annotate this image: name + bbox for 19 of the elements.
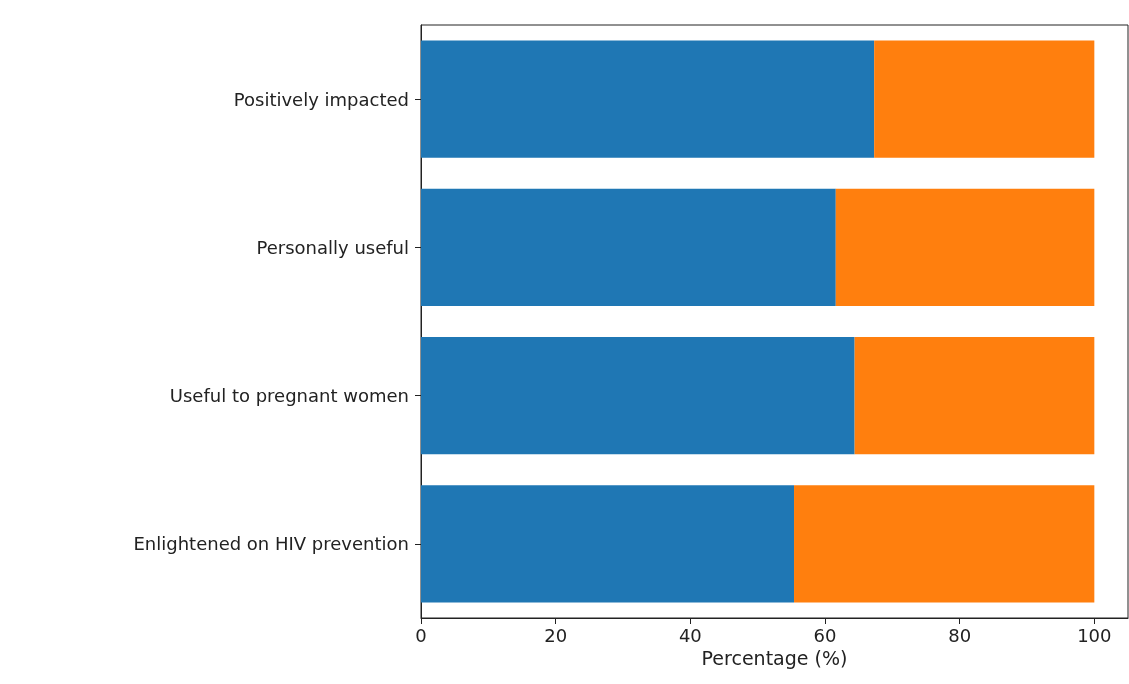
bar [835, 188, 1095, 306]
y-tick-label: Positively impacted [233, 88, 409, 110]
y-tick-label: Useful to pregnant women [169, 385, 409, 407]
x-tick-label: 40 [678, 624, 702, 646]
bar [854, 337, 1095, 455]
bar [421, 40, 875, 158]
y-tick-label: Personally useful [256, 236, 409, 258]
bar [874, 40, 1095, 158]
x-tick-label: 0 [415, 624, 427, 646]
bar [421, 188, 836, 306]
x-tick-label: 80 [948, 624, 972, 646]
bar [421, 485, 795, 603]
x-axis-title: Percentage (%) [701, 647, 848, 670]
x-tick-label: 60 [813, 624, 837, 646]
bar [794, 485, 1095, 603]
x-tick-label: 20 [544, 624, 568, 646]
bar [421, 337, 855, 455]
x-tick-label: 100 [1077, 624, 1112, 646]
y-tick-label: Enlightened on HIV prevention [133, 533, 409, 555]
